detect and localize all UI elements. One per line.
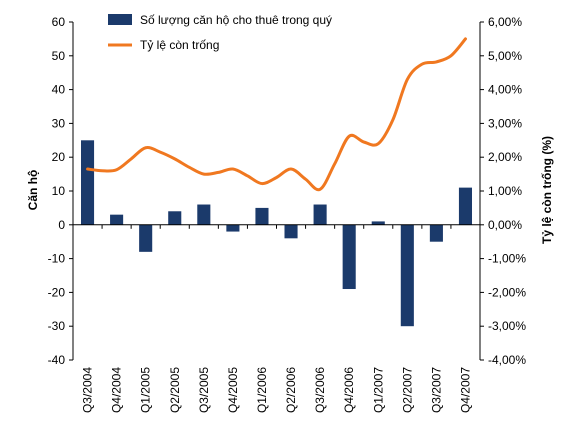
right-tick-label: 6,00% — [488, 15, 522, 29]
right-tick-label: 5,00% — [488, 49, 522, 63]
bar — [80, 140, 95, 225]
bar — [255, 207, 269, 225]
x-tick-label: Q3/2005 — [197, 367, 211, 413]
legend: Số lượng căn hộ cho thuê trong quý Tỷ lệ… — [108, 13, 332, 52]
right-axis-label: Tỷ lệ còn trống (%) — [540, 136, 554, 244]
legend-label-bar: Số lượng căn hộ cho thuê trong quý — [140, 13, 332, 27]
right-axis-ticks: 6,00% 5,00% 4,00% 3,00% 2,00% 1,00% 0,00% -1,00… — [480, 15, 526, 367]
axes — [72, 22, 481, 360]
bar — [313, 204, 327, 225]
left-tick-label: 0 — [58, 218, 65, 232]
left-tick-label: 30 — [52, 116, 66, 130]
x-tick-label: Q3/2006 — [313, 367, 327, 413]
right-tick-label: 1,00% — [488, 184, 522, 198]
bar — [168, 211, 182, 225]
x-tick-label: Q4/2005 — [226, 367, 240, 413]
left-tick-label: 60 — [52, 15, 66, 29]
x-tick-label: Q1/2006 — [255, 367, 269, 413]
right-tick-label: 0,00% — [488, 218, 522, 232]
left-tick-label: -20 — [48, 285, 66, 299]
line-series — [86, 37, 467, 192]
x-axis-ticks: Q3/2004 Q4/2004 Q1/2005 Q2/2005 Q3/2005 Q4/20… — [81, 367, 473, 413]
bar — [284, 224, 298, 239]
x-tick-label: Q3/2004 — [81, 367, 95, 413]
left-axis-label: Căn hộ — [26, 170, 40, 211]
bar — [139, 224, 153, 252]
right-tick-label: 2,00% — [488, 150, 522, 164]
right-tick-label: -2,00% — [488, 285, 526, 299]
right-tick-label: -1,00% — [488, 252, 526, 266]
x-tick-label: Q1/2007 — [371, 367, 385, 413]
left-tick-label: 20 — [52, 150, 66, 164]
x-tick-label: Q4/2006 — [342, 367, 356, 413]
x-tick-label: Q1/2005 — [139, 367, 153, 413]
vacancy-rate-line — [86, 37, 467, 192]
bar — [400, 224, 414, 327]
left-tick-label: 40 — [52, 83, 66, 97]
bar — [226, 224, 240, 232]
bar-series — [80, 140, 473, 327]
left-tick-label: -40 — [48, 353, 66, 367]
left-tick-label: -30 — [48, 319, 66, 333]
left-tick-label: 50 — [52, 49, 66, 63]
x-tick-label: Q2/2005 — [168, 367, 182, 413]
x-tick-label: Q4/2007 — [458, 367, 472, 413]
x-tick-label: Q3/2007 — [429, 367, 443, 413]
legend-label-line: Tỷ lệ còn trống — [140, 38, 219, 52]
legend-swatch-bar — [108, 14, 132, 25]
right-tick-label: 4,00% — [488, 83, 522, 97]
left-tick-label: 10 — [52, 184, 66, 198]
x-tick-label: Q2/2006 — [284, 367, 298, 413]
bar — [458, 187, 473, 225]
left-axis-ticks: 60 50 40 30 20 10 0 -10 -20 -30 -40 — [48, 15, 73, 367]
right-tick-label: -3,00% — [488, 319, 526, 333]
bar — [429, 224, 443, 242]
right-tick-label: 3,00% — [488, 116, 522, 130]
bar — [197, 204, 211, 225]
left-tick-label: -10 — [48, 252, 66, 266]
right-tick-label: -4,00% — [488, 353, 526, 367]
bar — [342, 224, 356, 290]
bar — [110, 214, 124, 225]
x-tick-label: Q2/2007 — [400, 367, 414, 413]
x-tick-label: Q4/2004 — [110, 367, 124, 413]
bar — [371, 221, 385, 225]
